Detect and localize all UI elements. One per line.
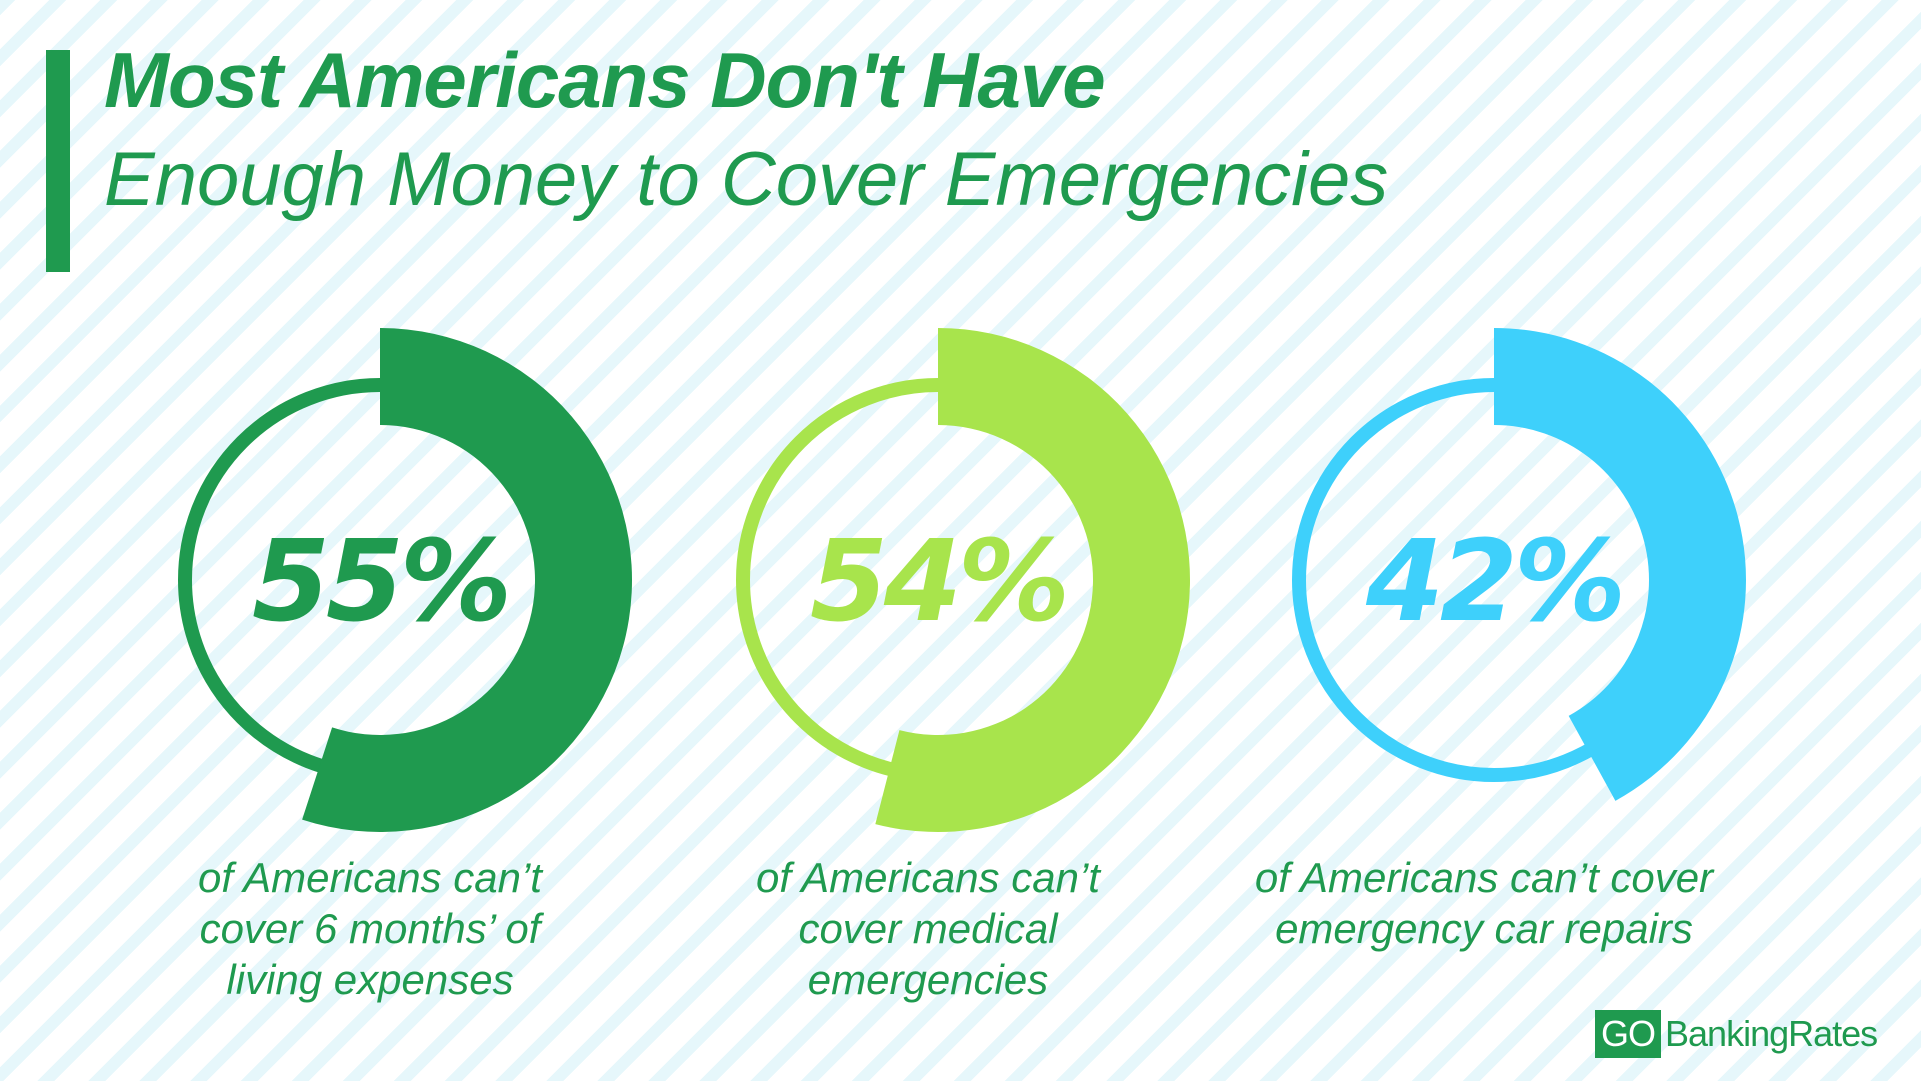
donut-3-percent-label: 42% (1365, 517, 1622, 647)
title-line-1: Most Americans Don't Have (104, 36, 1106, 124)
donut-2-percent-label: 54% (810, 517, 1066, 647)
caption-2-line-1: of Americans can’t (756, 854, 1100, 901)
accent-bar (46, 50, 70, 272)
caption-1: of Americans can’t cover 6 months’ of li… (110, 852, 630, 1005)
caption-2-line-2: cover medical (798, 905, 1058, 952)
donut-1-value-arc (302, 328, 632, 832)
title-line-2: Enough Money to Cover Emergencies (104, 137, 1389, 222)
logo-go: GO (1595, 1010, 1662, 1058)
caption-3: of Americans can’t cover emergency car r… (1224, 852, 1744, 954)
donut-1-percent-label: 55% (252, 517, 508, 647)
caption-1-line-2: cover 6 months’ of (199, 905, 541, 952)
donut-2-value-arc (875, 328, 1190, 832)
logo-bankingrates: BankingRates (1665, 1013, 1878, 1054)
caption-2-line-3: emergencies (807, 956, 1049, 1003)
caption-1-line-1: of Americans can’t (198, 854, 542, 901)
gobankingrates-logo: GO BankingRates (1595, 1010, 1878, 1058)
caption-1-line-3: living expenses (226, 956, 514, 1003)
caption-3-line-2: emergency car repairs (1275, 905, 1693, 952)
caption-3-line-1: of Americans can’t cover (1254, 854, 1714, 901)
caption-2: of Americans can’t cover medical emergen… (668, 852, 1188, 1005)
donut-3-value-arc (1494, 328, 1747, 801)
